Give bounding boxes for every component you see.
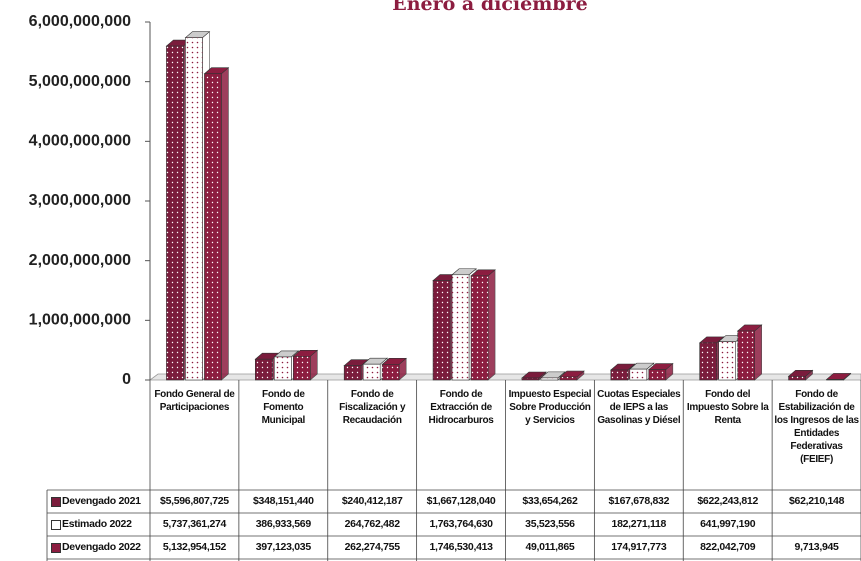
table-value: 822,042,709 (700, 541, 756, 553)
category-label: Fondo de Estabilización de los Ingresos … (774, 389, 859, 465)
table-value: 386,933,569 (255, 518, 311, 530)
table-value: 1,746,530,413 (429, 541, 493, 553)
bar (629, 368, 648, 381)
bar (381, 364, 400, 381)
table-value: 174,917,773 (611, 541, 667, 553)
table-value: 1,763,764,630 (429, 518, 493, 530)
bar (185, 37, 203, 381)
category-label: Impuesto Especial Sobre Producción y Ser… (508, 389, 592, 426)
bar (699, 342, 717, 381)
table-value: $33,654,262 (522, 495, 578, 507)
legend-swatch (51, 497, 61, 507)
bar (166, 45, 184, 381)
legend-label: Estimado 2022 (62, 518, 132, 530)
category-label: Fondo de Fiscalización y Recaudación (339, 389, 406, 426)
table-value: 35,523,556 (525, 518, 575, 530)
table-value: 397,123,035 (255, 541, 311, 553)
table-value: $167,678,832 (608, 495, 670, 507)
y-tick-label: 2,000,000,000 (29, 252, 131, 269)
bar (648, 369, 667, 381)
category-label: Fondo de Fomento Municipal (261, 389, 306, 426)
table-value: $5,596,807,725 (160, 495, 229, 507)
table-value: 9,713,945 (794, 541, 839, 553)
bar (737, 330, 755, 381)
category-label: Fondo General de Participaciones (154, 389, 235, 413)
bar (204, 73, 222, 381)
category-label: Cuotas Especiales de IEPS a las Gasolina… (597, 389, 681, 426)
table-value: $348,151,440 (252, 495, 314, 507)
table-value: $62,210,148 (789, 495, 845, 507)
y-tick-label: 4,000,000,000 (29, 133, 131, 150)
bar-side (487, 269, 496, 381)
legend-label: Devengado 2021 (62, 495, 141, 507)
bar (274, 356, 292, 381)
bar (826, 379, 844, 381)
table-value: $1,667,128,040 (426, 495, 496, 507)
y-tick-label: 5,000,000,000 (29, 73, 131, 90)
bar (451, 274, 470, 381)
y-tick-label: 3,000,000,000 (29, 192, 131, 209)
bar (432, 280, 451, 381)
bar-side (221, 67, 229, 381)
table-value: 641,997,190 (700, 518, 756, 530)
category-label: Fondo del Impuesto Sobre la Renta (686, 389, 769, 426)
table-value: 264,762,482 (344, 518, 400, 530)
y-tick-label: 1,000,000,000 (29, 312, 131, 329)
bar-side (754, 324, 762, 381)
bar (470, 275, 489, 381)
chart-title: Enero a diciembre (392, 0, 587, 15)
legend-swatch (51, 543, 61, 553)
legend-swatch (51, 520, 61, 530)
bar (362, 363, 381, 381)
bar (610, 369, 629, 381)
table-value: 49,011,865 (525, 541, 575, 553)
table-value: 5,737,361,274 (162, 518, 227, 530)
table-value: 182,271,118 (611, 518, 667, 530)
bar (559, 376, 578, 381)
bar (343, 365, 362, 381)
table-value: 5,132,954,152 (162, 541, 227, 553)
bar (255, 358, 273, 381)
table-value: 262,274,755 (344, 541, 400, 553)
bar (540, 377, 559, 381)
table-value: $240,412,187 (341, 495, 403, 507)
bar (293, 356, 311, 381)
bar (788, 375, 806, 381)
category-label: Fondo de Extracción de Hidrocarburos (428, 389, 494, 426)
bar (718, 341, 736, 381)
y-tick-label: 0 (122, 371, 131, 388)
legend-label: Devengado 2022 (62, 541, 141, 553)
bar (521, 377, 540, 381)
table-value: $622,243,812 (697, 495, 758, 507)
y-tick-label: 6,000,000,000 (29, 13, 131, 30)
